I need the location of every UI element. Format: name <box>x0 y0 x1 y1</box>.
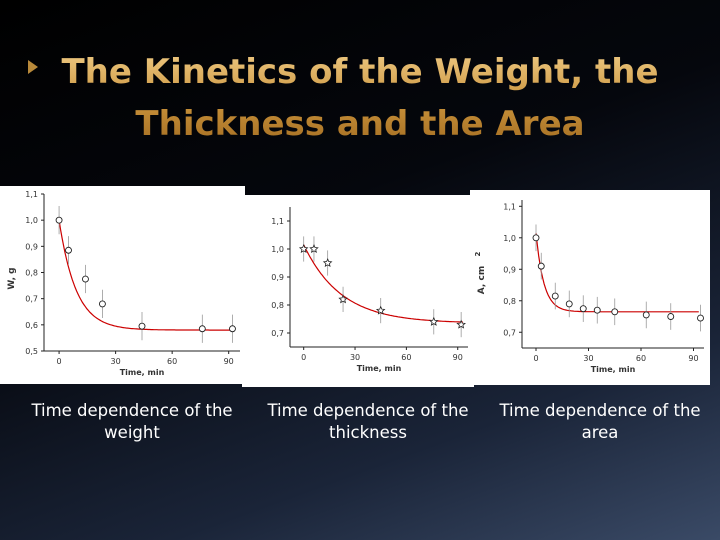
x-tick-label: 0 <box>57 357 62 366</box>
data-point <box>565 300 573 308</box>
thickness-chart-panel: 0,7 0,8 0,9 1,0 1,1 0 30 60 90 Time, min <box>242 195 474 387</box>
thickness-chart: 0,7 0,8 0,9 1,0 1,1 0 30 60 90 Time, min <box>242 195 474 387</box>
data-point <box>55 216 63 224</box>
title-line-1: The Kinetics of the Weight, the <box>61 52 659 92</box>
data-point <box>611 308 619 316</box>
x-tick-label: 90 <box>453 353 463 362</box>
data-point <box>198 325 206 333</box>
data-point <box>593 306 601 314</box>
area-chart: 0,7 0,8 0,9 1,0 1,1 0 30 60 90 Time, min A, cm 2 <box>470 190 710 385</box>
weight-chart-panel: 0,5 0,6 0,7 0,8 0,9 1,0 1,1 0 30 60 90 Time, min W, … <box>0 186 245 384</box>
data-point <box>579 305 587 313</box>
title-line-2: Thickness and the Area <box>135 104 585 144</box>
data-point <box>309 243 319 254</box>
data-point <box>138 322 146 330</box>
y-axis-label: W, g <box>7 267 17 289</box>
data-point <box>551 292 559 300</box>
y-tick-label: 1,1 <box>503 202 516 211</box>
x-tick-label: 0 <box>301 353 306 362</box>
x-tick-label: 60 <box>167 357 177 366</box>
x-tick-label: 30 <box>350 353 360 362</box>
caption-weight: Time dependence of the weight <box>31 401 233 442</box>
y-tick-label: 0,9 <box>271 273 284 282</box>
y-axis-label: A, cm <box>477 266 487 294</box>
x-tick-label: 30 <box>583 354 593 363</box>
x-tick-label: 60 <box>401 353 411 362</box>
data-point <box>667 313 675 320</box>
caption-thickness: Time dependence of the thickness <box>267 401 469 442</box>
y-tick-label: 0,8 <box>25 269 38 278</box>
y-tick-label: 1,0 <box>25 216 38 225</box>
data-point <box>537 262 545 270</box>
data-point <box>229 325 236 333</box>
chart-background <box>470 190 710 385</box>
y-tick-label: 0,8 <box>271 301 284 310</box>
y-tick-label: 1,0 <box>271 245 284 254</box>
weight-chart: 0,5 0,6 0,7 0,8 0,9 1,0 1,1 0 30 60 90 Time, min W, … <box>0 186 245 384</box>
y-tick-label: 1,0 <box>503 234 516 243</box>
data-point <box>642 311 650 319</box>
data-point <box>65 246 72 254</box>
chart-background <box>242 195 474 387</box>
x-tick-label: 90 <box>224 357 234 366</box>
data-point <box>338 294 348 304</box>
x-tick-label: 0 <box>533 354 538 363</box>
y-tick-label: 0,6 <box>25 321 38 330</box>
y-tick-label: 0,9 <box>503 265 516 274</box>
data-point <box>532 234 540 242</box>
area-chart-panel: 0,7 0,8 0,9 1,0 1,1 0 30 60 90 Time, min A, cm 2 <box>470 190 710 385</box>
y-tick-label: 1,1 <box>271 217 284 226</box>
data-point <box>456 319 466 329</box>
x-tick-label: 60 <box>636 354 646 363</box>
data-point <box>322 257 333 268</box>
y-tick-label: 0,9 <box>25 242 38 251</box>
x-tick-label: 90 <box>688 354 698 363</box>
x-axis-label: Time, min <box>120 368 165 377</box>
data-point <box>98 300 106 308</box>
caption-area: Time dependence of the area <box>499 401 701 442</box>
slide-bullet-marker <box>28 60 38 74</box>
data-point <box>82 275 89 283</box>
y-tick-label: 0,5 <box>25 347 38 356</box>
data-point <box>298 244 309 254</box>
y-tick-label: 0,7 <box>271 329 284 338</box>
slide-title: The Kinetics of the Weight, the Thicknes… <box>20 46 700 150</box>
x-axis-label: Time, min <box>357 364 402 373</box>
y-tick-label: 0,8 <box>503 297 516 306</box>
x-axis-label: Time, min <box>591 365 636 374</box>
y-tick-label: 0,7 <box>25 295 38 304</box>
data-point <box>375 305 386 315</box>
x-tick-label: 30 <box>111 357 121 366</box>
y-axis-label-superscript: 2 <box>474 251 482 256</box>
y-tick-label: 1,1 <box>25 190 38 199</box>
data-point <box>429 316 439 326</box>
y-tick-label: 0,7 <box>503 328 516 337</box>
data-point <box>697 314 704 322</box>
